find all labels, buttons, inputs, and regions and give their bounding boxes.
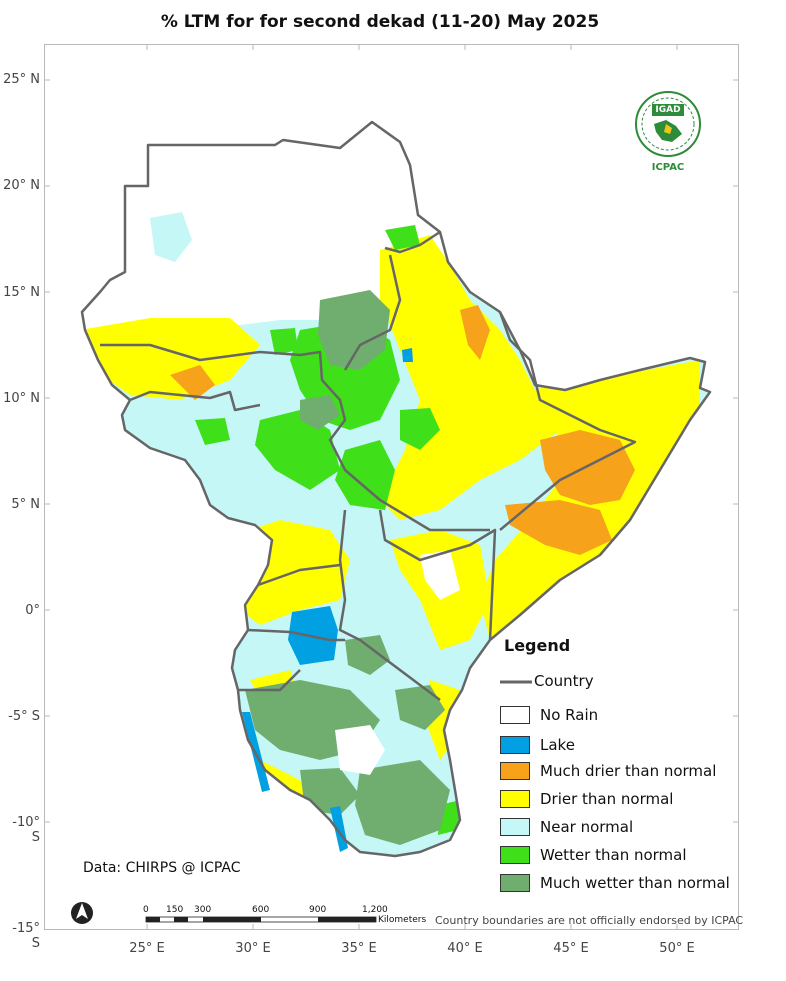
country-boundaries [80, 120, 712, 858]
lake-malawi [330, 806, 348, 852]
legend-swatch [500, 762, 530, 780]
scale-bar [145, 916, 377, 923]
data-source: Data: CHIRPS @ ICPAC [83, 860, 241, 876]
lat-label: -5° S [8, 709, 40, 724]
graticule-ticks [44, 44, 739, 930]
igad-icpac-logo: IGAD ICPAC [632, 90, 704, 176]
lon-label: 30° E [235, 941, 271, 956]
rainfall-anomaly-layer [82, 122, 710, 856]
legend-item: Drier than normal [500, 790, 673, 808]
legend-swatch [500, 706, 530, 724]
lon-label: 45° E [553, 941, 589, 956]
legend-item: Wetter than normal [500, 846, 687, 864]
lat-label: 5° N [11, 497, 40, 512]
map-title: % LTM for for second dekad (11-20) May 2… [160, 12, 600, 32]
scale-unit: Kilometers [378, 915, 427, 925]
lat-label: -10° S [12, 815, 40, 845]
legend-label: No Rain [540, 706, 599, 724]
legend-label: Much wetter than normal [540, 874, 730, 892]
lake-tana [402, 348, 413, 362]
logo-bottom-text: ICPAC [651, 162, 685, 173]
legend-item: Much wetter than normal [500, 874, 730, 892]
lat-label: 0° [25, 603, 40, 618]
legend-country: Country [500, 672, 594, 690]
scale-tick: 900 [309, 905, 327, 915]
legend-label: Lake [540, 736, 575, 754]
map-frame [44, 44, 739, 930]
legend-label: Much drier than normal [540, 762, 717, 780]
scale-tick: 150 [166, 905, 184, 915]
scale-tick: 300 [194, 905, 212, 915]
legend-label: Near normal [540, 818, 634, 836]
scale-tick: 600 [252, 905, 270, 915]
country-line-icon [500, 680, 532, 684]
lat-label: -15° S [12, 921, 40, 951]
legend-item: No Rain [500, 706, 598, 724]
legend-title: Legend [504, 636, 571, 655]
legend-swatch [500, 846, 530, 864]
scale-tick: 0 [143, 905, 149, 915]
legend-item: Near normal [500, 818, 633, 836]
legend-swatch [500, 736, 530, 754]
legend-country-label: Country [534, 672, 594, 690]
legend-swatch [500, 790, 530, 808]
lon-label: 35° E [341, 941, 377, 956]
legend-item: Lake [500, 736, 575, 754]
lon-label: 40° E [447, 941, 483, 956]
legend-swatch [500, 818, 530, 836]
logo-top-text: IGAD [655, 105, 681, 115]
legend-label: Wetter than normal [540, 846, 687, 864]
lat-label: 20° N [3, 178, 40, 193]
legend-swatch [500, 874, 530, 892]
lon-label: 25° E [129, 941, 165, 956]
lat-label: 25° N [3, 72, 40, 87]
lat-label: 15° N [3, 285, 40, 300]
disclaimer: Country boundaries are not officially en… [435, 914, 744, 927]
north-arrow-icon [71, 902, 93, 924]
lon-label: 50° E [659, 941, 695, 956]
scale-tick: 1,200 [362, 905, 388, 915]
legend-label: Drier than normal [540, 790, 674, 808]
lat-label: 10° N [3, 391, 40, 406]
legend-item: Much drier than normal [500, 762, 716, 780]
